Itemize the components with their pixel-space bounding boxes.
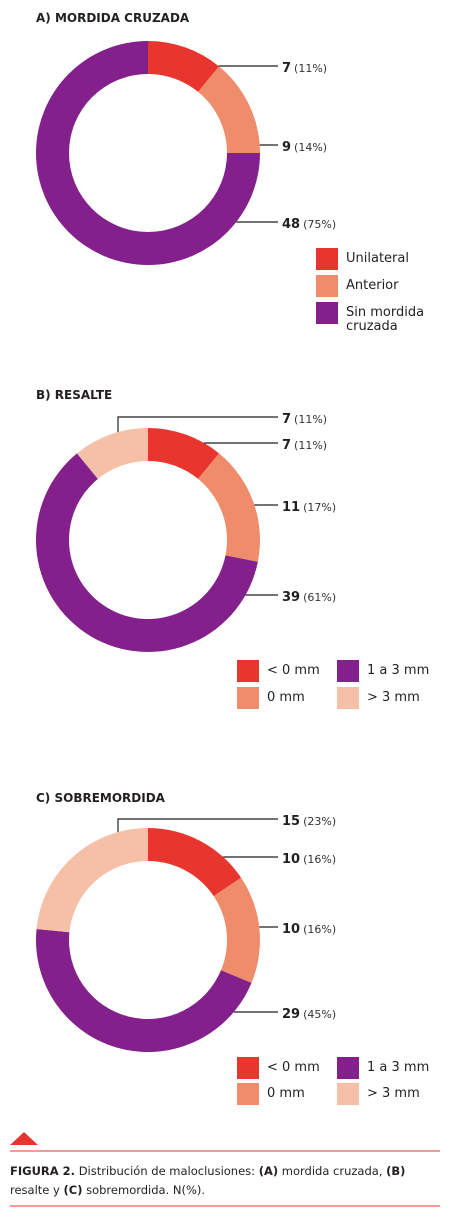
- chart-title: A) MORDIDA CRUZADA: [36, 11, 190, 25]
- caption-text: FIGURA 2.: [10, 1164, 76, 1178]
- leader-line: [117, 818, 278, 833]
- data-label: 11 (17%): [282, 496, 336, 515]
- percent-label: (17%): [303, 501, 337, 514]
- legend-label: 1 a 3 mm: [367, 1060, 430, 1075]
- data-label: 9 (14%): [282, 136, 327, 155]
- percent-label: (16%): [303, 853, 337, 866]
- data-label: 15 (23%): [282, 810, 336, 829]
- data-label: 10 (16%): [282, 918, 336, 937]
- legend-label: Sin mordida cruzada: [346, 305, 425, 334]
- legend-label: Anterior: [346, 278, 399, 293]
- legend-swatch: [237, 687, 259, 709]
- percent-label: (23%): [303, 815, 337, 828]
- legend-swatch: [237, 1057, 259, 1079]
- value-label: 9: [282, 140, 292, 155]
- legend-label: 0 mm: [267, 1086, 305, 1101]
- value-label: 29: [282, 1007, 301, 1022]
- donut-slice: [36, 41, 260, 265]
- donut-slice: [36, 453, 258, 652]
- data-label: 48 (75%): [282, 213, 336, 232]
- data-label: 10 (16%): [282, 848, 336, 867]
- percent-label: (75%): [303, 218, 337, 231]
- donut-slice: [148, 41, 220, 92]
- donut-slice: [213, 877, 261, 983]
- donut-slice: [36, 929, 252, 1052]
- percent-label: (45%): [303, 1008, 337, 1021]
- percent-label: (11%): [294, 62, 328, 75]
- legend-swatch: [237, 660, 259, 682]
- donut-slice: [198, 66, 260, 153]
- caption-text: resalte y: [10, 1183, 60, 1197]
- caption-text: (A): [258, 1164, 279, 1178]
- caption-text: sobremordida. N(%).: [86, 1183, 206, 1197]
- caption-text: (B): [386, 1164, 406, 1178]
- legend-swatch: [316, 302, 338, 324]
- legend-swatch: [337, 1057, 359, 1079]
- chart-title: C) SOBREMORDIDA: [36, 791, 165, 805]
- legend-label: < 0 mm: [267, 663, 320, 678]
- donut-slice: [148, 828, 242, 897]
- legend-swatch: [237, 1083, 259, 1105]
- percent-label: (11%): [294, 413, 328, 426]
- value-label: 48: [282, 217, 301, 232]
- value-label: 10: [282, 922, 301, 937]
- value-label: 11: [282, 500, 301, 515]
- value-label: 7: [282, 412, 292, 427]
- legend-swatch: [337, 660, 359, 682]
- legend-swatch: [337, 687, 359, 709]
- chart-title: B) RESALTE: [36, 388, 113, 402]
- caption: FIGURA 2. Distribución de maloclusiones:…: [10, 1162, 440, 1200]
- legend-swatch: [316, 275, 338, 297]
- leader-line: [117, 416, 278, 433]
- footer-triangle: [10, 1132, 38, 1145]
- legend-label: 1 a 3 mm: [367, 663, 430, 678]
- data-label: 7 (11%): [282, 408, 327, 427]
- value-label: 15: [282, 814, 301, 829]
- caption-text: Distribución de maloclusiones:: [78, 1164, 256, 1178]
- legend-label: > 3 mm: [367, 690, 420, 705]
- data-label: 29 (45%): [282, 1003, 336, 1022]
- legend-label: Unilateral: [346, 251, 409, 266]
- donut-slice: [148, 428, 220, 479]
- percent-label: (61%): [303, 591, 337, 604]
- donut-slice: [198, 453, 260, 562]
- legend-label: < 0 mm: [267, 1060, 320, 1075]
- percent-label: (11%): [294, 439, 328, 452]
- donut-slice: [36, 828, 149, 933]
- caption-text: mordida cruzada,: [281, 1164, 383, 1178]
- data-label: 39 (61%): [282, 586, 336, 605]
- legend-swatch: [337, 1083, 359, 1105]
- data-label: 7 (11%): [282, 57, 327, 76]
- value-label: 7: [282, 438, 292, 453]
- caption-text: (C): [63, 1183, 83, 1197]
- value-label: 7: [282, 61, 292, 76]
- percent-label: (16%): [303, 923, 337, 936]
- donut-slice: [76, 428, 148, 479]
- legend-label: > 3 mm: [367, 1086, 420, 1101]
- legend-swatch: [316, 248, 338, 270]
- percent-label: (14%): [294, 141, 328, 154]
- value-label: 39: [282, 590, 301, 605]
- value-label: 10: [282, 852, 301, 867]
- data-label: 7 (11%): [282, 434, 327, 453]
- legend-label: 0 mm: [267, 690, 305, 705]
